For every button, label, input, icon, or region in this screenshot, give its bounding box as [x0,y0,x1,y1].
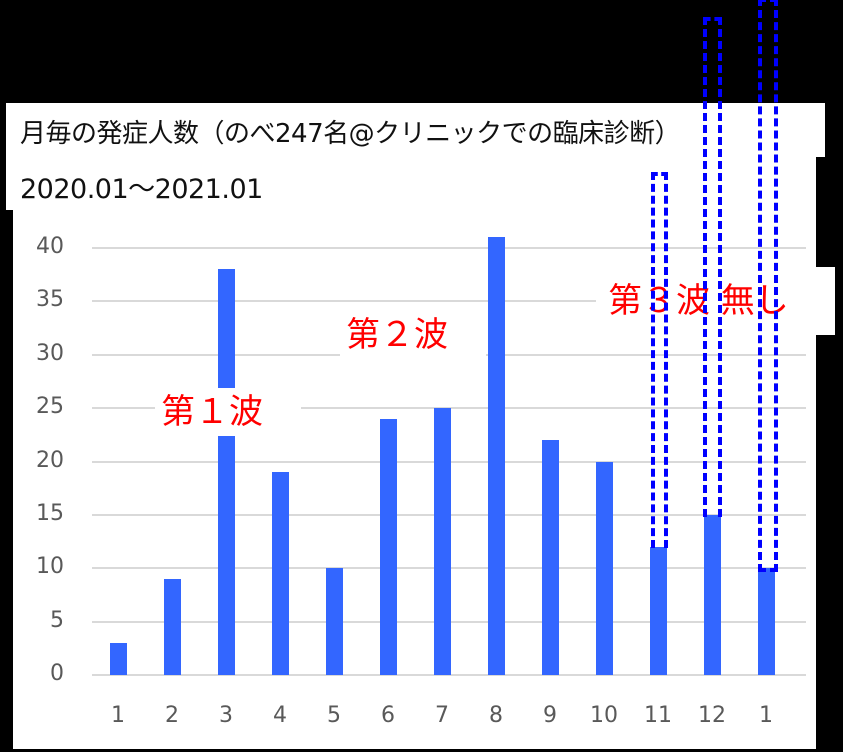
y-tick-label: 25 [36,394,64,420]
x-tick-label: 5 [327,703,341,728]
bar [217,269,235,675]
annotation-wave2: 第２波 [340,310,486,360]
x-tick-label: 8 [489,703,503,728]
bar [163,578,181,675]
chart-subtitle: 2020.01～2021.01 [20,174,263,205]
bar [703,514,721,675]
y-tick-label: 5 [50,607,64,633]
dashed-outline-month-12 [703,17,722,517]
subtitle-box [6,157,366,210]
x-tick-label: 1 [111,703,125,728]
y-tick-label: 20 [36,447,64,473]
gridline [92,674,806,676]
chart-title: 月毎の発症人数（のべ247名@クリニックでの臨床診断） [20,119,681,149]
bar [379,418,397,675]
x-tick-label: 2 [165,703,179,728]
x-tick-label: 6 [381,703,395,728]
y-tick-label: 30 [36,340,64,366]
y-tick-label: 10 [36,554,64,580]
x-tick-label: 9 [543,703,557,728]
gridline [92,247,806,249]
y-tick-label: 0 [50,661,64,686]
x-tick-label: 12 [698,703,726,728]
x-tick-label: 4 [273,703,287,728]
bar [325,568,343,675]
chart-panel [13,157,816,749]
bar [541,440,559,675]
y-tick-label: 35 [36,287,64,313]
gridline [92,300,806,303]
bar [433,408,451,675]
bar [595,461,613,675]
y-tick-label: 40 [36,234,64,259]
bar [109,642,127,675]
bar [757,568,775,675]
x-tick-label: 3 [219,703,233,728]
annotation-wave1: 第１波 [155,388,301,436]
bar [649,546,667,675]
title-box [6,103,825,157]
bar [487,237,505,675]
bar [271,472,289,675]
x-tick-label: 1 [759,703,773,728]
x-tick-label: 11 [644,703,672,728]
x-tick-label: 10 [590,703,618,728]
dashed-outline-month-11 [651,172,668,548]
annotation-wave3-none: 第３波 無し [596,267,835,335]
x-tick-label: 7 [435,703,449,728]
dashed-outline-month-1 [758,0,778,572]
y-tick-label: 15 [36,500,64,526]
